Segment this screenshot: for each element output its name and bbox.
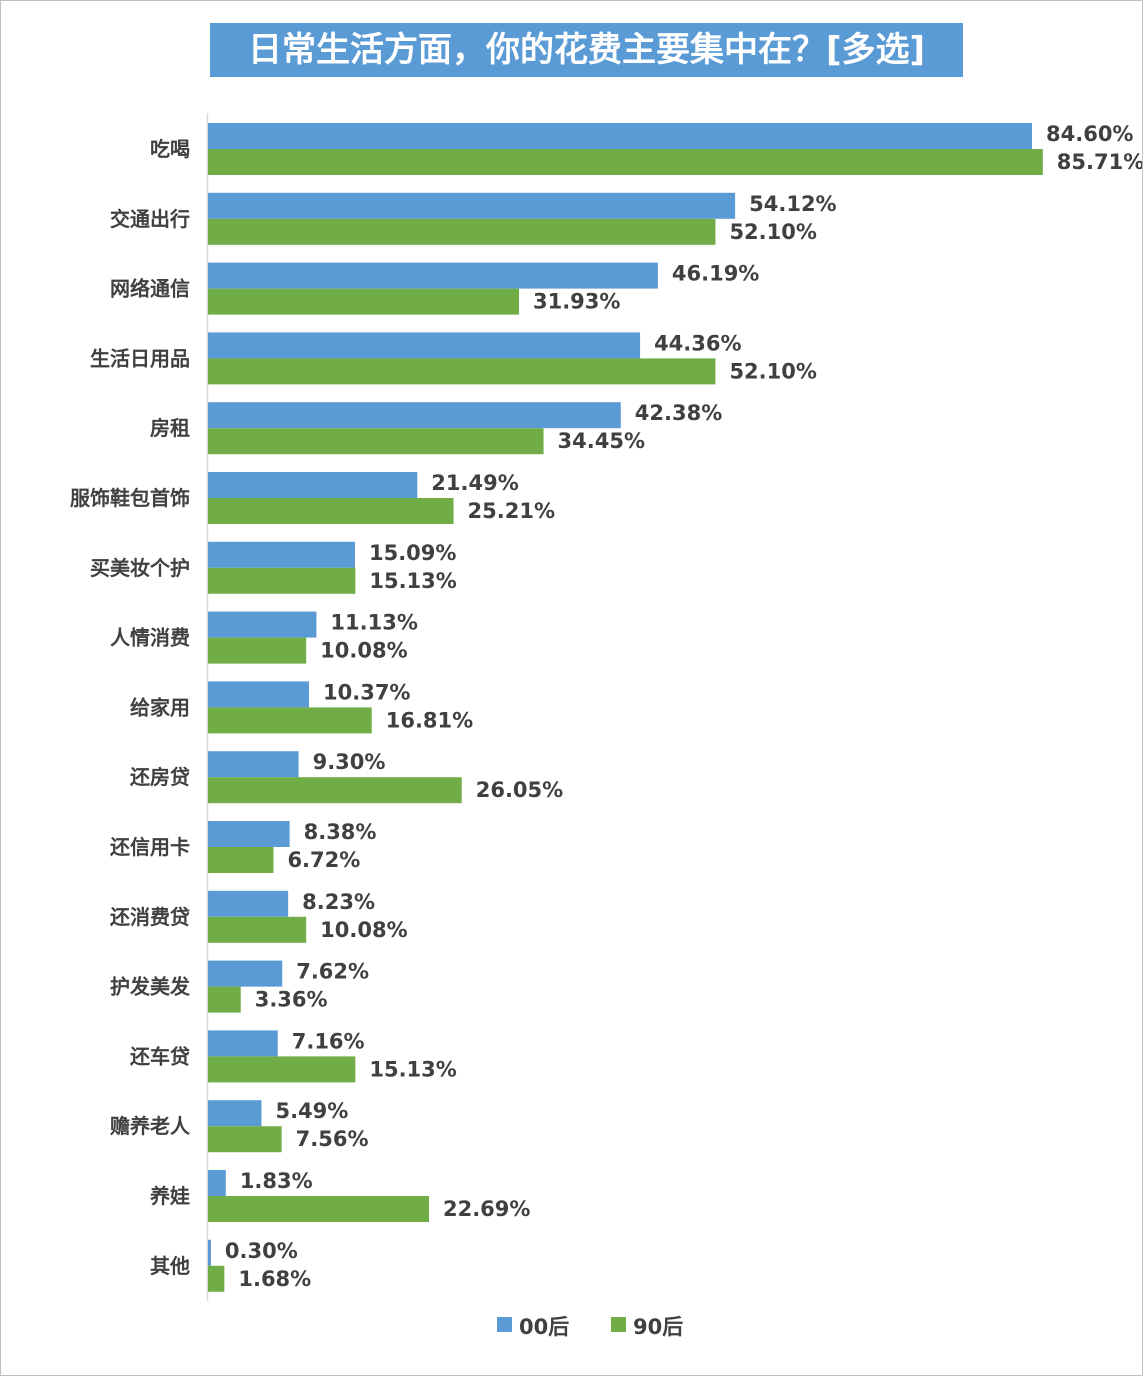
bar-90hou <box>208 916 307 943</box>
category-label: 给家用 <box>130 695 190 719</box>
category-label: 买美妆个护 <box>90 556 190 580</box>
data-label: 7.16% <box>292 1029 365 1053</box>
data-label: 10.37% <box>323 680 410 704</box>
data-label: 15.09% <box>369 541 456 565</box>
bar-00hou <box>208 262 658 289</box>
bar-00hou <box>208 123 1032 149</box>
legend-label: 90后 <box>633 1315 683 1339</box>
bar-90hou <box>208 149 1043 175</box>
data-label: 3.36% <box>255 988 328 1012</box>
data-label: 6.72% <box>287 848 360 872</box>
data-label: 11.13% <box>330 611 417 635</box>
category-label: 还房贷 <box>129 765 190 789</box>
bar-90hou <box>208 498 454 524</box>
bar-00hou <box>208 402 621 429</box>
data-label: 7.62% <box>296 960 369 984</box>
data-label: 54.12% <box>749 192 836 216</box>
data-label: 52.10% <box>729 220 816 244</box>
bar-00hou <box>208 472 418 498</box>
category-label: 赡养老人 <box>109 1114 191 1138</box>
data-label: 1.83% <box>240 1169 313 1193</box>
bar-90hou <box>208 1056 356 1083</box>
data-label: 52.10% <box>729 359 816 383</box>
data-label: 8.23% <box>302 890 375 914</box>
bar-00hou <box>208 1100 262 1127</box>
data-label: 16.81% <box>386 708 473 732</box>
bar-90hou <box>208 1126 282 1153</box>
legend-swatch <box>611 1317 626 1332</box>
data-label: 84.60% <box>1046 122 1133 146</box>
data-label: 44.36% <box>654 331 741 355</box>
data-label: 26.05% <box>476 778 563 802</box>
category-label: 人情消费 <box>110 626 190 650</box>
bar-90hou <box>208 218 716 245</box>
bar-00hou <box>208 1170 226 1196</box>
category-label: 还消费贷 <box>109 905 190 929</box>
legend-label: 00后 <box>519 1315 569 1339</box>
data-label: 8.38% <box>304 820 377 844</box>
data-label: 25.21% <box>468 499 555 523</box>
data-label: 10.08% <box>320 639 407 663</box>
bar-90hou <box>208 567 356 594</box>
bar-90hou <box>208 428 544 455</box>
bar-00hou <box>208 1030 278 1057</box>
data-label: 1.68% <box>238 1267 311 1291</box>
category-label: 养娃 <box>149 1184 190 1208</box>
bar-00hou <box>208 1239 211 1266</box>
data-label: 31.93% <box>533 290 620 314</box>
category-label: 房租 <box>150 416 190 440</box>
data-label: 0.30% <box>225 1239 298 1263</box>
bar-90hou <box>208 1265 225 1292</box>
category-label: 交通出行 <box>110 207 190 231</box>
data-label: 34.45% <box>558 429 645 453</box>
chart-title: 日常生活方面，你的花费主要集中在？[多选] <box>210 23 963 77</box>
category-label: 还信用卡 <box>109 835 190 859</box>
bar-90hou <box>208 847 274 873</box>
bar-00hou <box>208 611 317 638</box>
bar-00hou <box>208 890 289 917</box>
category-label: 护发美发 <box>110 975 191 999</box>
data-label: 7.56% <box>296 1127 369 1151</box>
bar-00hou <box>208 821 290 847</box>
data-label: 5.49% <box>275 1099 348 1123</box>
bar-90hou <box>208 707 372 734</box>
data-label: 10.08% <box>320 918 407 942</box>
bar-90hou <box>208 777 462 804</box>
bar-00hou <box>208 960 283 987</box>
bar-00hou <box>208 192 736 219</box>
data-label: 21.49% <box>431 471 518 495</box>
bar-00hou <box>208 751 299 778</box>
category-label: 生活日用品 <box>90 346 190 370</box>
data-label: 15.13% <box>369 569 456 593</box>
category-label: 服饰鞋包首饰 <box>70 486 190 510</box>
bar-00hou <box>208 681 310 708</box>
bar-90hou <box>208 986 241 1013</box>
bar-90hou <box>208 1196 429 1222</box>
bar-90hou <box>208 358 716 385</box>
category-label: 网络通信 <box>110 277 190 301</box>
category-label: 其他 <box>150 1254 190 1278</box>
data-label: 22.69% <box>443 1197 530 1221</box>
category-label: 还车贷 <box>129 1044 190 1068</box>
data-label: 15.13% <box>369 1057 456 1081</box>
bar-90hou <box>208 637 307 664</box>
data-label: 85.71% <box>1057 150 1143 174</box>
legend-swatch <box>497 1317 512 1332</box>
bar-00hou <box>208 541 355 568</box>
data-label: 46.19% <box>672 262 759 286</box>
data-label: 9.30% <box>313 750 386 774</box>
bar-00hou <box>208 332 641 359</box>
bar-90hou <box>208 288 519 315</box>
category-label: 吃喝 <box>150 137 190 161</box>
data-label: 42.38% <box>635 401 722 425</box>
